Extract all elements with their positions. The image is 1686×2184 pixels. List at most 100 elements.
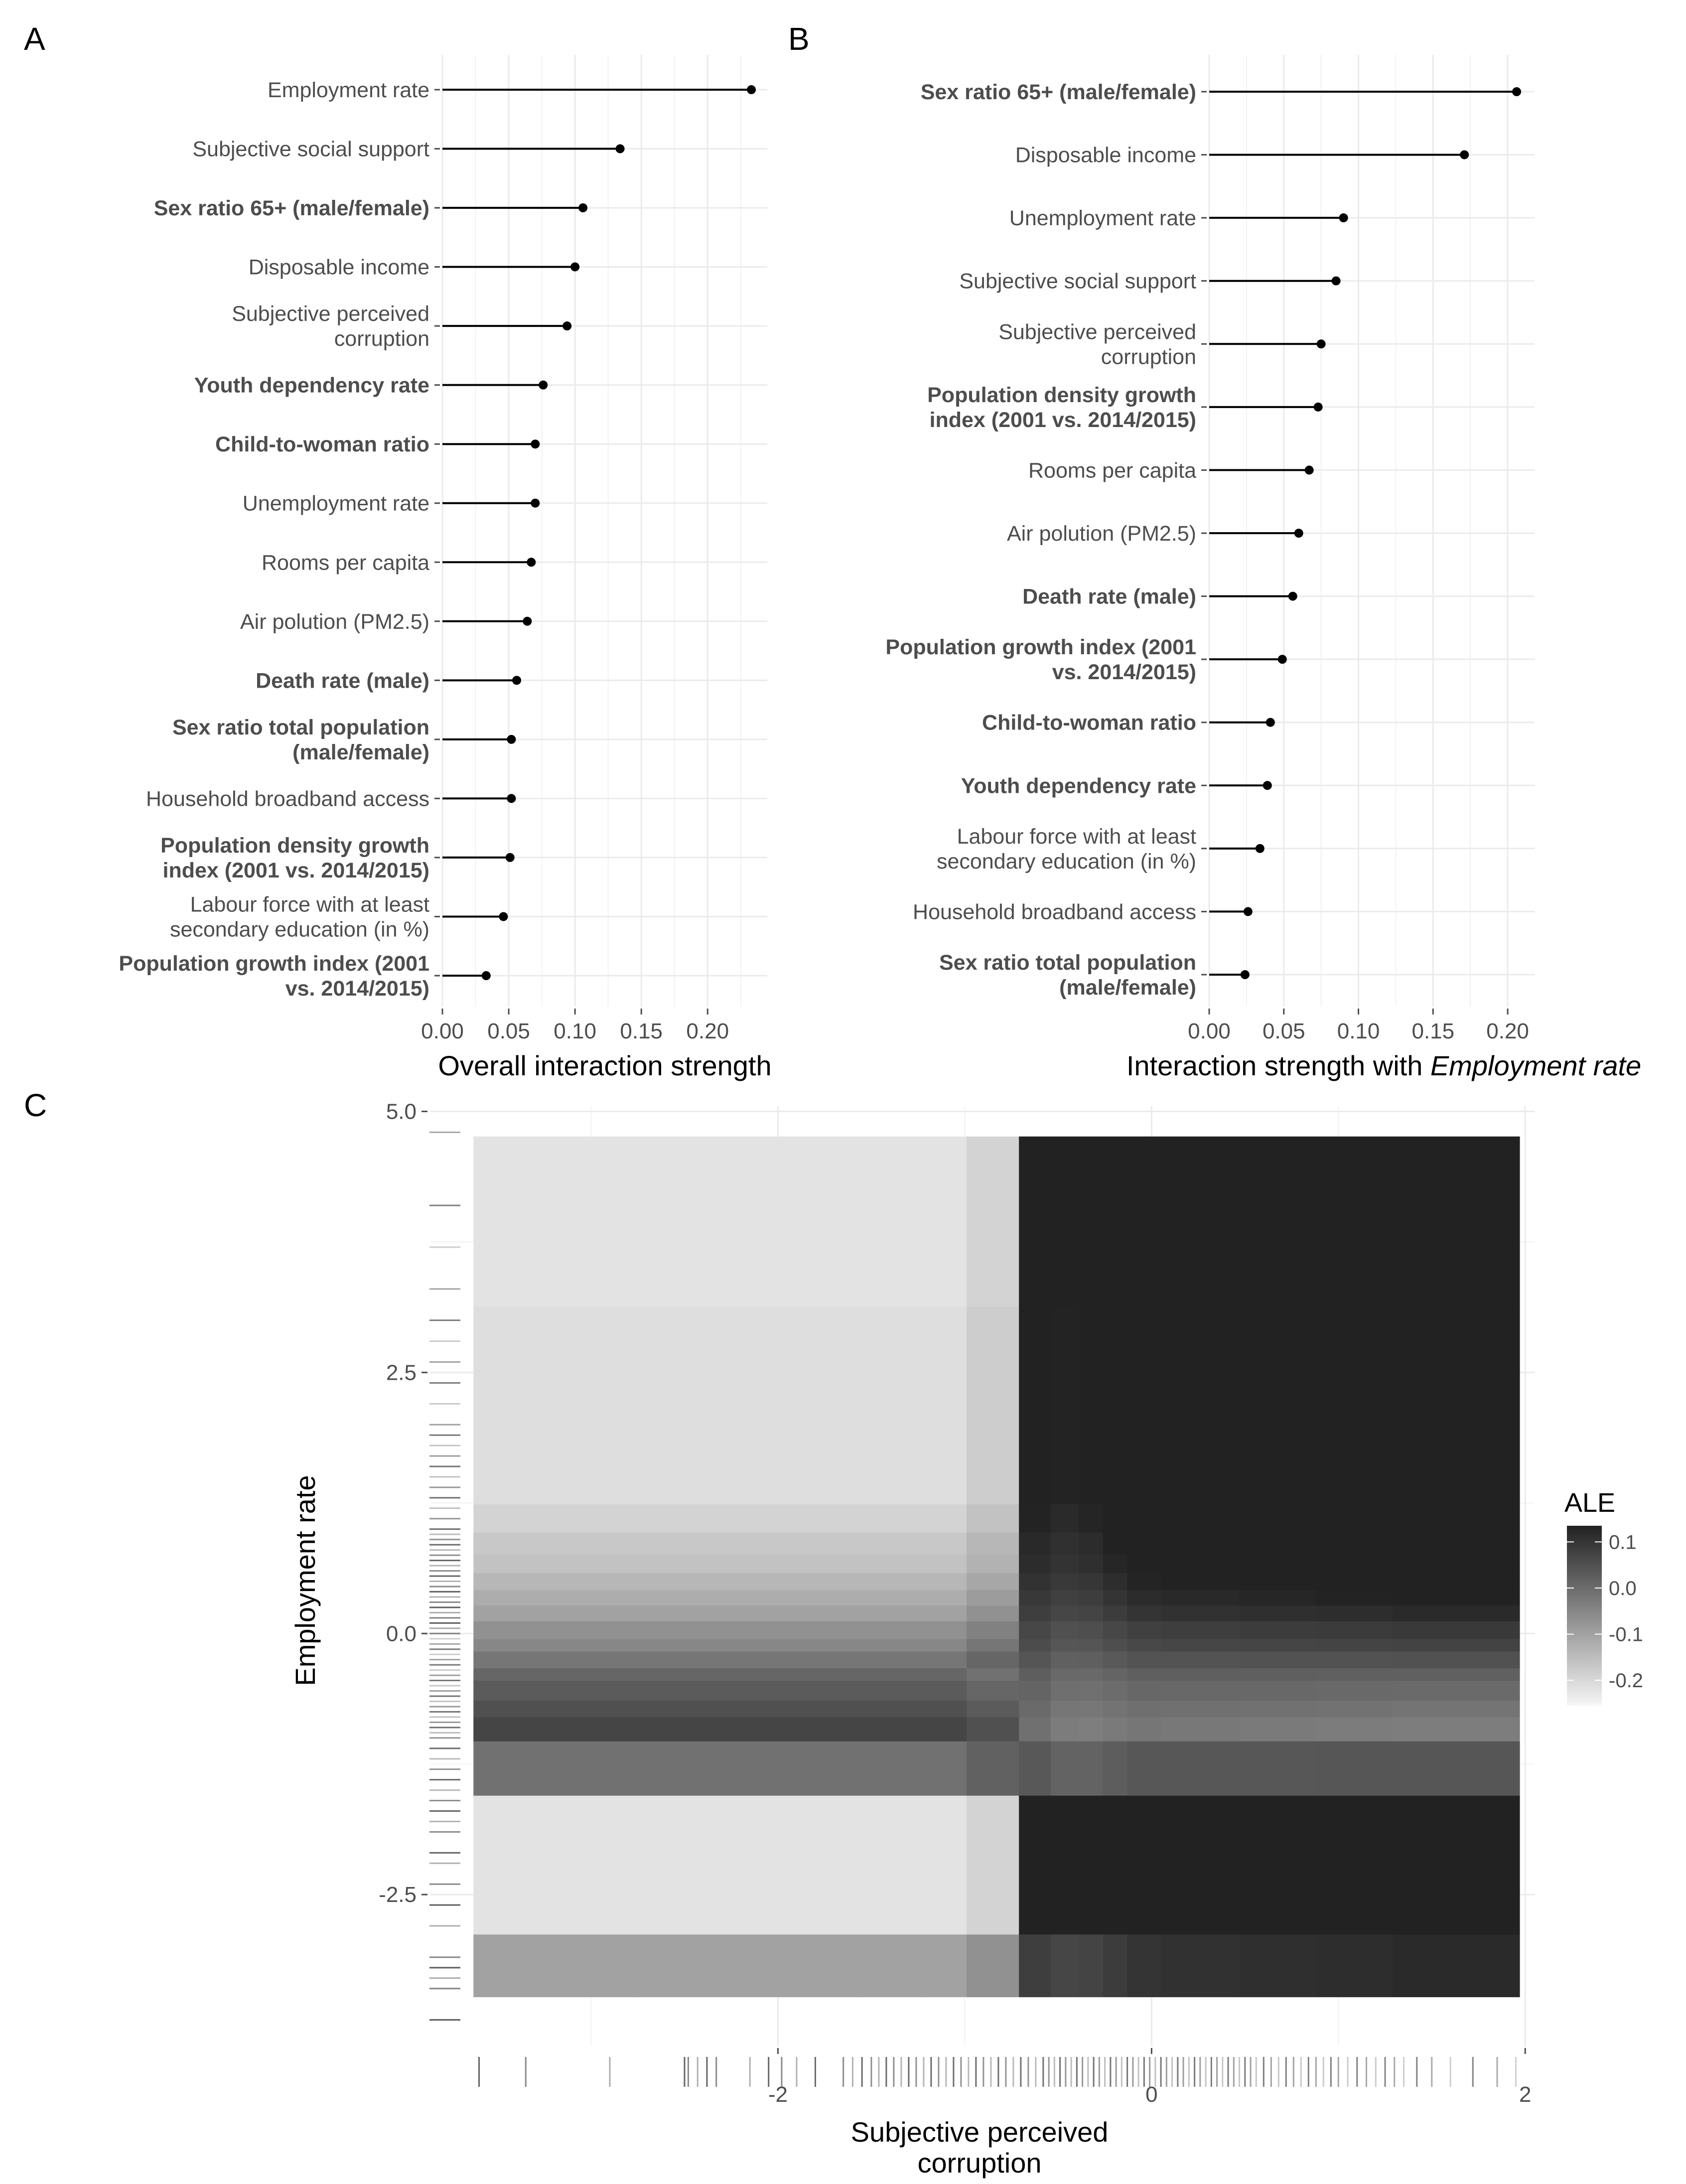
heatmap-tile: [1019, 1651, 1051, 1669]
label-sex-ratio-total-population-male-female: Sex ratio total population (male/female): [172, 716, 429, 764]
heatmap-tile: [1127, 1717, 1161, 1742]
label-labour-force-with-at-least-secondary-education-in: Labour force with at least secondary educ…: [170, 892, 429, 941]
heatmap-tile: [1393, 1621, 1520, 1639]
heatmap-tile: [1393, 1590, 1520, 1606]
legend-tick-label: 0.0: [1609, 1578, 1637, 1600]
heatmap-tile: [1019, 1680, 1051, 1701]
heatmap-tile: [1103, 1532, 1128, 1555]
heatmap-tile: [1161, 1680, 1240, 1701]
heatmap-tile: [860, 1700, 924, 1718]
heatmap-tile: [1393, 1504, 1520, 1533]
label-household-broadband-access: Household broadband access: [913, 900, 1196, 924]
point-subjective-social-support: [1331, 276, 1341, 286]
heatmap-tile: [1239, 1554, 1316, 1574]
heatmap-tile: [1393, 1934, 1520, 1998]
heatmap-tile: [1127, 1680, 1161, 1701]
heatmap-tile: [1079, 1590, 1104, 1606]
panel-label-a: A: [24, 21, 45, 57]
heatmap-tile: [1127, 1934, 1161, 1998]
heatmap-tile: [638, 1668, 861, 1681]
heatmap-tile: [1161, 1668, 1240, 1681]
heatmap-tile: [1316, 1741, 1393, 1796]
heatmap-tile: [1103, 1934, 1128, 1998]
x-tick-label: 0.05: [487, 1019, 530, 1043]
heatmap-tile: [1079, 1573, 1104, 1590]
heatmap-tile: [1019, 1795, 1051, 1935]
heatmap-tile: [967, 1504, 1019, 1533]
label-household-broadband-access: Household broadband access: [146, 787, 429, 811]
heatmap-tile: [1050, 1700, 1079, 1718]
heatmap-tile: [1019, 1741, 1051, 1796]
heatmap-tile: [1050, 1638, 1079, 1652]
label-population-growth-index-2001-vs-2014-2015: Population growth index (2001 vs. 2014/20…: [119, 952, 429, 1001]
point-disposable-income: [1460, 150, 1469, 159]
point-disposable-income: [570, 262, 580, 272]
heatmap-tile: [473, 1590, 638, 1606]
heatmap-tile: [1161, 1136, 1240, 1307]
heatmap-tile: [1079, 1136, 1104, 1307]
heatmap-tile: [967, 1651, 1019, 1669]
heatmap-tile: [473, 1621, 638, 1639]
point-child-to-woman-ratio: [531, 439, 540, 449]
heatmap-tile: [1050, 1717, 1079, 1742]
heatmap-tile: [1393, 1795, 1520, 1935]
heatmap-tile: [1050, 1934, 1079, 1998]
heatmap-tile: [860, 1717, 924, 1742]
heatmap-tile: [1127, 1554, 1161, 1574]
label-subjective-perceived-corruption: Subjective perceived corruption: [232, 302, 429, 351]
heatmap-tile: [1239, 1136, 1316, 1307]
panel-b-lollipop-chart: Sex ratio 65+ (male/female) Disposable in…: [885, 55, 1641, 1081]
heatmap-tile: [638, 1504, 861, 1533]
heatmap-tile: [967, 1605, 1019, 1621]
heatmap-tile: [638, 1741, 861, 1796]
heatmap-tile: [967, 1136, 1019, 1307]
point-sex-ratio-total-population-male-female: [507, 734, 516, 744]
heatmap-tile: [967, 1573, 1019, 1590]
heatmap-tile: [638, 1532, 861, 1555]
label-youth-dependency-rate: Youth dependency rate: [961, 774, 1196, 798]
heatmap-tile: [638, 1136, 861, 1307]
heatmap-tile: [638, 1717, 861, 1742]
heatmap-tile: [1316, 1700, 1393, 1718]
heatmap-tile: [473, 1668, 638, 1681]
heatmap-tile: [473, 1741, 638, 1796]
label-population-density-growth-index-2001-vs-2014-2015: Population density growth index (2001 vs.…: [160, 834, 429, 882]
x-tick-label: 0.15: [620, 1019, 663, 1043]
heatmap-tile: [1316, 1621, 1393, 1639]
point-youth-dependency-rate: [539, 380, 548, 390]
heatmap-tile: [1079, 1717, 1104, 1742]
heatmap-tile: [1050, 1795, 1079, 1935]
point-rooms-per-capita: [527, 558, 536, 567]
heatmap-tile: [923, 1621, 967, 1639]
point-unemployment-rate: [1339, 213, 1348, 223]
heatmap-tile: [1103, 1700, 1128, 1718]
heatmap-tile: [1103, 1590, 1128, 1606]
heatmap-tile: [923, 1795, 967, 1935]
x-tick-label: 0.00: [421, 1019, 464, 1043]
heatmap-tile: [1239, 1795, 1316, 1935]
heatmap-tile: [473, 1307, 638, 1505]
heatmap-tile: [473, 1554, 638, 1574]
heatmap-tile: [1316, 1680, 1393, 1701]
heatmap-tile: [967, 1638, 1019, 1652]
heatmap-tile: [923, 1680, 967, 1701]
heatmap-tile: [638, 1573, 861, 1590]
heatmap-tile: [1127, 1136, 1161, 1307]
heatmap-tile: [1127, 1573, 1161, 1590]
heatmap-tile: [638, 1590, 861, 1606]
heatmap-tile: [638, 1638, 861, 1652]
label-population-growth-index-2001-vs-2014-2015: Population growth index (2001 vs. 2014/20…: [885, 635, 1196, 684]
heatmap-tile: [1079, 1605, 1104, 1621]
x-axis-title: Overall interaction strength: [438, 1050, 771, 1081]
heatmap-tile: [1079, 1668, 1104, 1681]
heatmap-tile: [923, 1934, 967, 1998]
heatmap-tile: [638, 1605, 861, 1621]
y-tick-label: 0.0: [386, 1621, 417, 1646]
heatmap-tile: [1393, 1668, 1520, 1681]
heatmap-tile: [473, 1504, 638, 1533]
heatmap-tile: [860, 1590, 924, 1606]
heatmap-tile: [860, 1136, 924, 1307]
label-sex-ratio-65-male-female: Sex ratio 65+ (male/female): [921, 80, 1196, 104]
heatmap-tile: [923, 1717, 967, 1742]
heatmap-tile: [1393, 1532, 1520, 1555]
